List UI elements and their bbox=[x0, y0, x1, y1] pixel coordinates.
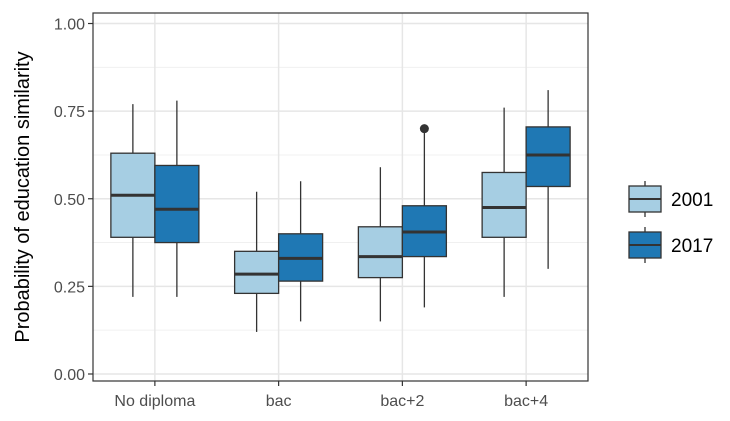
box-body bbox=[233, 250, 280, 295]
box-body bbox=[525, 126, 571, 188]
box-2017-3 bbox=[525, 90, 571, 269]
x-tick-label: No diploma bbox=[114, 393, 195, 410]
x-tick-label: bac+2 bbox=[380, 393, 424, 410]
box-2017-0 bbox=[154, 100, 200, 297]
y-tick-label: 0.00 bbox=[54, 367, 85, 384]
legend-label: 2001 bbox=[671, 190, 713, 211]
y-axis-title: Probability of education similarity bbox=[12, 51, 34, 342]
outlier-point bbox=[419, 124, 429, 134]
legend-item-2017: 2017 bbox=[628, 227, 713, 263]
box-2017-1 bbox=[277, 181, 324, 322]
box-2001-2 bbox=[357, 167, 404, 322]
y-tick-label: 0.75 bbox=[54, 104, 85, 121]
x-tick-label: bac bbox=[266, 393, 292, 410]
legend: 2001 2017 bbox=[628, 181, 713, 263]
y-tick-label: 0.25 bbox=[54, 279, 85, 296]
panel-border bbox=[92, 12, 589, 382]
boxes bbox=[110, 90, 571, 332]
y-tick-label: 1.00 bbox=[54, 17, 85, 34]
box-2001-0 bbox=[110, 104, 156, 297]
legend-label: 2017 bbox=[671, 236, 713, 257]
box-body bbox=[357, 226, 404, 279]
box-2017-2 bbox=[401, 124, 448, 308]
x-tick-label: bac+4 bbox=[504, 393, 548, 410]
box-body bbox=[481, 171, 527, 238]
axes: 0.00 0.25 0.50 0.75 1.00 No diploma bac bac+2 ba… bbox=[54, 17, 548, 410]
legend-item-2001: 2001 bbox=[628, 181, 713, 217]
box-2001-3 bbox=[481, 107, 527, 297]
box-body bbox=[154, 164, 200, 244]
y-tick-label: 0.50 bbox=[54, 192, 85, 209]
